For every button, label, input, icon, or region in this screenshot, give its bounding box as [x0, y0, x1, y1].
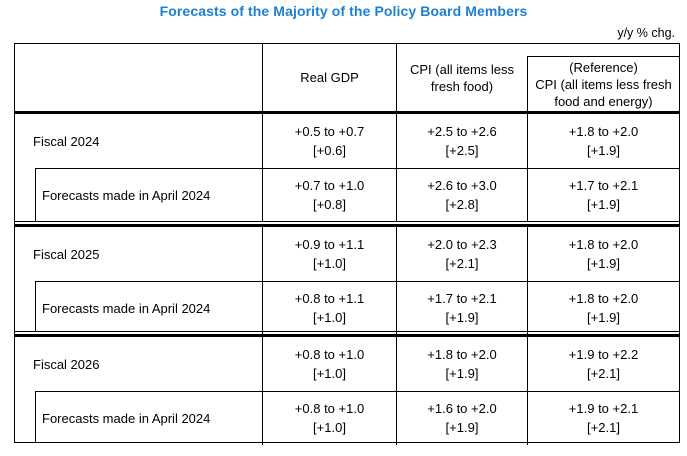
value-cell-reference: +1.8 to +2.0 [+1.9] — [527, 281, 679, 335]
forecast-median: [+1.0] — [313, 256, 346, 271]
value-cell-reference: +1.7 to +2.1 [+1.9] — [527, 168, 679, 222]
forecast-range: +1.9 to +2.2 — [568, 347, 639, 362]
row-label: Fiscal 2026 — [33, 356, 100, 372]
forecast-range: +1.6 to +2.0 — [427, 401, 497, 416]
page-title: Forecasts of the Majority of the Policy … — [159, 3, 528, 19]
row-label: Fiscal 2025 — [33, 246, 100, 262]
unit-note: y/y % chg. — [617, 26, 675, 40]
forecast-median: [+1.9] — [445, 420, 479, 435]
value-cell-cpi: +1.6 to +2.0 [+1.9] — [396, 391, 527, 445]
forecast-median: [+0.6] — [313, 143, 346, 158]
reference-inset-box: (Reference) CPI (all items less fresh fo… — [527, 56, 679, 111]
forecast-median: [+2.5] — [445, 143, 479, 158]
forecast-median: [+1.0] — [313, 366, 346, 381]
reference-label-line1: (Reference) — [569, 59, 638, 75]
forecast-range: +0.8 to +1.1 — [294, 291, 365, 306]
forecast-median: [+1.9] — [587, 143, 620, 158]
section-fiscal-2026: Fiscal 2026 +0.8 to +1.0 [+1.0] +1.8 to … — [15, 334, 679, 445]
row-label: Forecasts made in April 2024 — [42, 187, 211, 203]
header-cell-empty — [15, 44, 262, 111]
value-cell-reference: +1.9 to +2.1 [+2.1] — [527, 391, 679, 445]
reference-label-line2: CPI (all items less fresh food and energ… — [535, 76, 672, 109]
forecast-range: +1.7 to +2.1 — [568, 178, 639, 193]
forecast-range: +1.8 to +2.0 — [568, 291, 639, 306]
table-row: Fiscal 2024 +0.5 to +0.7 [+0.6] +2.5 to … — [15, 114, 679, 168]
forecast-range: +1.7 to +2.1 — [427, 291, 497, 306]
forecast-median: [+1.9] — [445, 366, 479, 381]
value-cell-cpi: +2.0 to +2.3 [+2.1] — [396, 227, 527, 281]
section-fiscal-2024: Fiscal 2024 +0.5 to +0.7 [+0.6] +2.5 to … — [15, 114, 679, 222]
forecast-median: [+2.1] — [445, 256, 479, 271]
forecast-median: [+1.0] — [313, 310, 346, 325]
row-label: Fiscal 2024 — [33, 133, 100, 149]
forecast-range: +1.8 to +2.0 — [568, 124, 639, 139]
table-row: Forecasts made in April 2024 +0.7 to +1.… — [15, 168, 679, 222]
forecast-median: [+1.9] — [587, 256, 620, 271]
table-row: Fiscal 2026 +0.8 to +1.0 [+1.0] +1.8 to … — [15, 337, 679, 391]
header-cell-real-gdp: Real GDP — [262, 44, 396, 111]
table-row: Forecasts made in April 2024 +0.8 to +1.… — [15, 391, 679, 445]
value-cell-cpi: +1.7 to +2.1 [+1.9] — [396, 281, 527, 335]
indent-divider — [35, 391, 36, 442]
forecast-range: +0.5 to +0.7 — [294, 124, 365, 139]
value-cell-real-gdp: +0.8 to +1.1 [+1.0] — [262, 281, 396, 335]
forecast-range: +2.5 to +2.6 — [427, 124, 497, 139]
forecast-median: [+2.1] — [587, 420, 620, 435]
forecast-median: [+1.0] — [313, 420, 346, 435]
value-cell-real-gdp: +0.8 to +1.0 [+1.0] — [262, 337, 396, 391]
header-cell-reference: (Reference) CPI (all items less fresh fo… — [527, 44, 679, 111]
section-fiscal-2025: Fiscal 2025 +0.9 to +1.1 [+1.0] +2.0 to … — [15, 224, 679, 335]
forecast-range: +0.8 to +1.0 — [294, 347, 365, 362]
value-cell-reference: +1.9 to +2.2 [+2.1] — [527, 337, 679, 391]
header-cell-cpi: CPI (all items less fresh food) — [396, 44, 527, 111]
row-label: Forecasts made in April 2024 — [42, 410, 211, 426]
value-cell-cpi: +2.5 to +2.6 [+2.5] — [396, 114, 527, 168]
forecast-median: [+2.1] — [587, 366, 620, 381]
value-cell-real-gdp: +0.8 to +1.0 [+1.0] — [262, 391, 396, 445]
row-divider — [35, 391, 679, 392]
value-cell-cpi: +2.6 to +3.0 [+2.8] — [396, 168, 527, 222]
forecast-range: +2.6 to +3.0 — [427, 178, 497, 193]
forecast-range: +0.8 to +1.0 — [294, 401, 365, 416]
value-cell-real-gdp: +0.7 to +1.0 [+0.8] — [262, 168, 396, 222]
forecast-median: [+1.9] — [587, 310, 620, 325]
indent-divider — [35, 168, 36, 221]
value-cell-real-gdp: +0.5 to +0.7 [+0.6] — [262, 114, 396, 168]
forecast-median: [+2.8] — [445, 197, 479, 212]
table-row: Fiscal 2025 +0.9 to +1.1 [+1.0] +2.0 to … — [15, 227, 679, 281]
indent-divider — [35, 281, 36, 331]
forecast-table: Real GDP CPI (all items less fresh food)… — [14, 43, 680, 445]
table-row: Forecasts made in April 2024 +0.8 to +1.… — [15, 281, 679, 335]
forecast-range: +0.9 to +1.1 — [294, 237, 365, 252]
value-cell-reference: +1.8 to +2.0 [+1.9] — [527, 227, 679, 281]
forecast-median: [+0.8] — [313, 197, 346, 212]
value-cell-real-gdp: +0.9 to +1.1 [+1.0] — [262, 227, 396, 281]
forecast-range: +1.8 to +2.0 — [568, 237, 639, 252]
forecast-median: [+1.9] — [445, 310, 479, 325]
row-divider — [35, 168, 679, 169]
forecast-range: +1.8 to +2.0 — [427, 347, 497, 362]
row-divider — [35, 281, 679, 282]
table-header-row: Real GDP CPI (all items less fresh food)… — [15, 44, 679, 114]
forecast-range: +1.9 to +2.1 — [568, 401, 639, 416]
forecast-range: +0.7 to +1.0 — [294, 178, 365, 193]
forecast-range: +2.0 to +2.3 — [427, 237, 497, 252]
value-cell-reference: +1.8 to +2.0 [+1.9] — [527, 114, 679, 168]
row-label: Forecasts made in April 2024 — [42, 300, 211, 316]
value-cell-cpi: +1.8 to +2.0 [+1.9] — [396, 337, 527, 391]
forecast-median: [+1.9] — [587, 197, 620, 212]
